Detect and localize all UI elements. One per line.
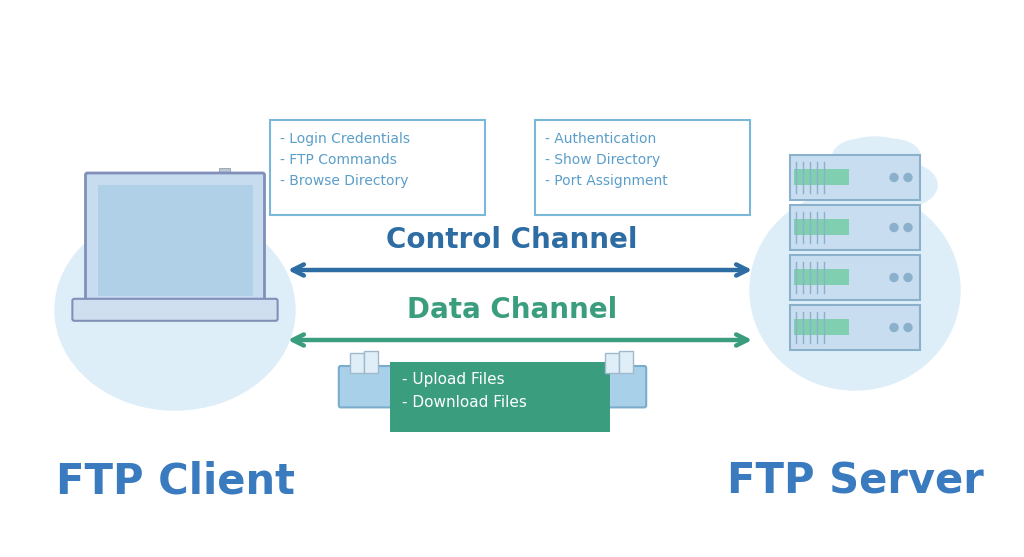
FancyBboxPatch shape <box>390 362 610 432</box>
Ellipse shape <box>55 210 295 410</box>
Ellipse shape <box>131 185 159 205</box>
Ellipse shape <box>877 164 937 206</box>
Circle shape <box>890 223 898 232</box>
Text: FTP Client: FTP Client <box>55 460 295 502</box>
Ellipse shape <box>840 137 910 169</box>
FancyBboxPatch shape <box>270 120 485 215</box>
FancyBboxPatch shape <box>97 185 253 296</box>
Circle shape <box>904 173 912 182</box>
Text: - Upload Files
- Download Files: - Upload Files - Download Files <box>402 372 527 411</box>
FancyBboxPatch shape <box>594 366 646 407</box>
FancyBboxPatch shape <box>364 351 378 373</box>
Text: - Authentication
- Show Directory
- Port Assignment: - Authentication - Show Directory - Port… <box>545 132 668 188</box>
Ellipse shape <box>750 190 961 390</box>
FancyBboxPatch shape <box>208 178 218 210</box>
Text: FTP Server: FTP Server <box>727 460 983 502</box>
FancyBboxPatch shape <box>535 120 750 215</box>
Circle shape <box>890 324 898 331</box>
FancyBboxPatch shape <box>195 172 207 210</box>
FancyBboxPatch shape <box>790 255 920 300</box>
FancyBboxPatch shape <box>605 353 618 373</box>
Text: Data Channel: Data Channel <box>407 296 617 324</box>
Circle shape <box>904 324 912 331</box>
FancyBboxPatch shape <box>219 168 230 210</box>
FancyBboxPatch shape <box>73 299 278 321</box>
FancyBboxPatch shape <box>339 366 391 407</box>
FancyBboxPatch shape <box>794 319 849 335</box>
Ellipse shape <box>865 139 921 174</box>
FancyBboxPatch shape <box>794 270 849 285</box>
FancyBboxPatch shape <box>618 351 633 373</box>
FancyBboxPatch shape <box>790 305 920 350</box>
FancyBboxPatch shape <box>794 219 849 235</box>
Ellipse shape <box>830 148 920 203</box>
Circle shape <box>890 273 898 281</box>
FancyBboxPatch shape <box>794 169 849 185</box>
Circle shape <box>904 223 912 232</box>
Ellipse shape <box>833 139 888 174</box>
Text: - Login Credentials
- FTP Commands
- Browse Directory: - Login Credentials - FTP Commands - Bro… <box>280 132 410 188</box>
FancyBboxPatch shape <box>350 353 364 373</box>
Circle shape <box>890 173 898 182</box>
Ellipse shape <box>813 164 873 206</box>
Circle shape <box>904 273 912 281</box>
FancyBboxPatch shape <box>790 205 920 250</box>
Text: Control Channel: Control Channel <box>386 226 638 254</box>
FancyBboxPatch shape <box>790 155 920 200</box>
FancyBboxPatch shape <box>85 173 264 303</box>
